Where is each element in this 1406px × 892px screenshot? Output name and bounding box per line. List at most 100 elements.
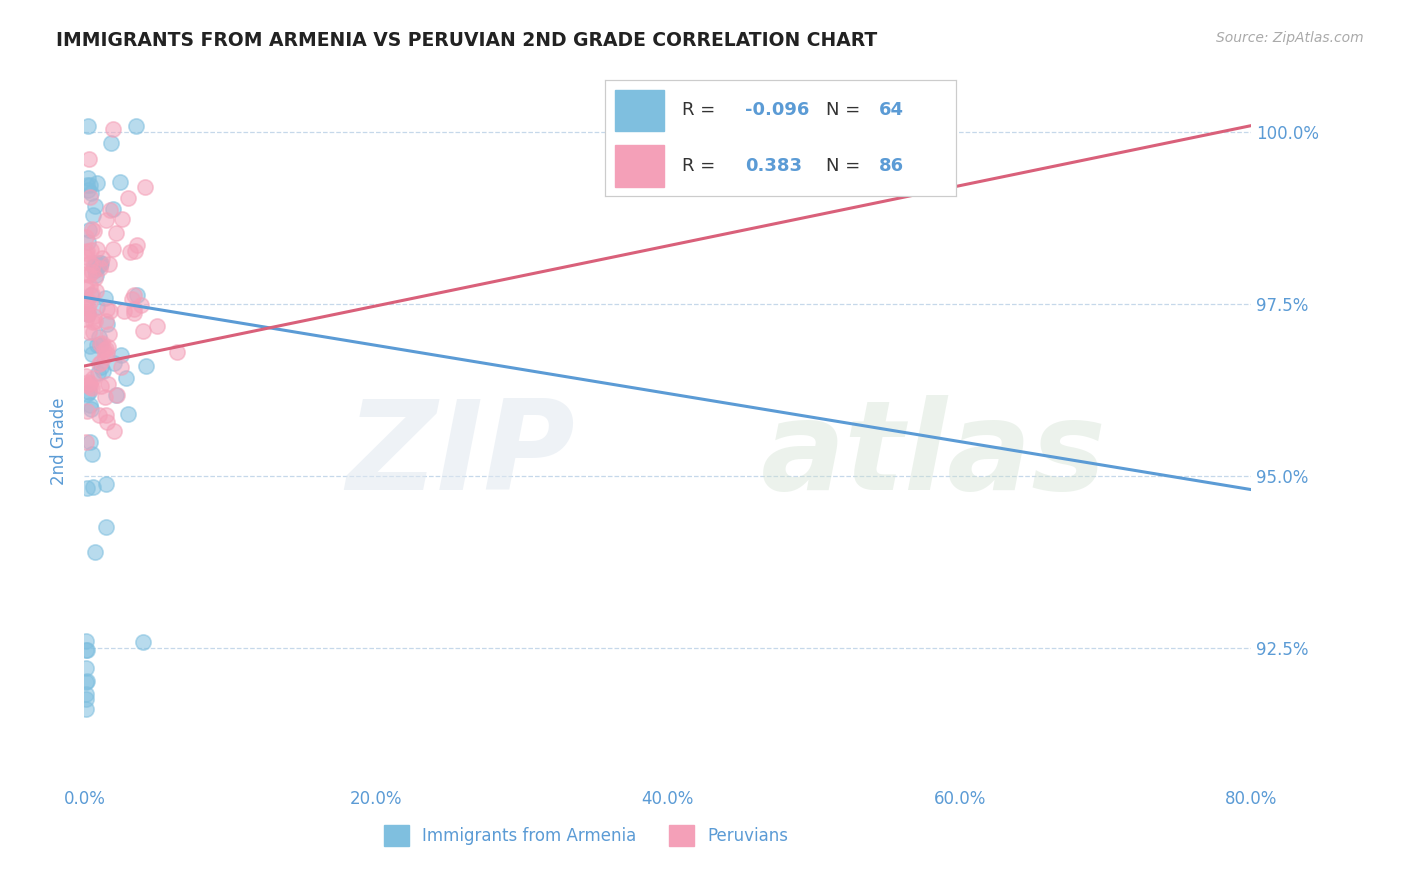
Point	[75, 633, 97, 648]
Point	[76, 301, 98, 315]
Point	[129, 298, 152, 312]
Point	[75, 675, 97, 690]
Point	[96, 317, 118, 331]
Text: atlas: atlas	[761, 395, 1107, 516]
Point	[125, 238, 148, 252]
Point	[89, 338, 111, 352]
Point	[75, 311, 97, 326]
Point	[80, 186, 103, 200]
Point	[90, 335, 112, 350]
Point	[89, 260, 111, 275]
Point	[100, 136, 122, 150]
Point	[93, 364, 115, 378]
Point	[87, 329, 110, 343]
Point	[134, 179, 156, 194]
Point	[103, 202, 125, 217]
Point	[77, 268, 100, 282]
Point	[86, 300, 108, 314]
Point	[80, 286, 103, 301]
Point	[86, 260, 108, 274]
Point	[124, 244, 146, 258]
Point	[79, 256, 101, 270]
Point	[77, 384, 100, 399]
Point	[90, 360, 112, 375]
Point	[146, 318, 169, 333]
Point	[121, 292, 143, 306]
Point	[80, 222, 103, 236]
Text: Source: ZipAtlas.com: Source: ZipAtlas.com	[1216, 31, 1364, 45]
Point	[83, 309, 105, 323]
Point	[89, 259, 111, 273]
Point	[103, 424, 125, 438]
Text: 64: 64	[879, 102, 904, 120]
Point	[80, 243, 103, 257]
Point	[98, 203, 121, 218]
Point	[108, 175, 131, 189]
Point	[77, 222, 100, 236]
Point	[86, 338, 108, 352]
Point	[103, 356, 125, 370]
Text: N =: N =	[827, 157, 866, 175]
Point	[77, 183, 100, 197]
Point	[93, 291, 115, 305]
Point	[110, 360, 132, 375]
Point	[94, 390, 117, 404]
Point	[84, 284, 107, 298]
Point	[79, 339, 101, 353]
Point	[94, 349, 117, 363]
Point	[82, 208, 104, 222]
Point	[80, 347, 103, 361]
Point	[98, 304, 121, 318]
Point	[166, 344, 188, 359]
Point	[75, 279, 97, 293]
Point	[87, 366, 110, 380]
Point	[132, 635, 155, 649]
Point	[75, 687, 97, 701]
Point	[87, 408, 110, 422]
Point	[94, 520, 117, 534]
FancyBboxPatch shape	[616, 89, 665, 131]
Text: R =: R =	[682, 102, 721, 120]
Point	[77, 153, 100, 167]
Point	[96, 342, 118, 356]
Point	[104, 388, 127, 402]
Point	[107, 387, 129, 401]
Point	[91, 251, 114, 265]
Point	[75, 245, 97, 260]
Point	[101, 122, 124, 136]
Point	[75, 267, 97, 281]
Point	[125, 288, 148, 302]
FancyBboxPatch shape	[616, 145, 665, 187]
Point	[101, 242, 124, 256]
Point	[117, 191, 139, 205]
Point	[75, 702, 97, 716]
Point	[132, 324, 155, 338]
Point	[75, 642, 97, 657]
Point	[75, 306, 97, 320]
Point	[82, 259, 104, 273]
Point	[82, 325, 104, 339]
Point	[90, 256, 112, 270]
Point	[124, 306, 146, 320]
Text: N =: N =	[827, 102, 866, 120]
Point	[80, 402, 103, 417]
Point	[83, 259, 105, 273]
Point	[97, 376, 120, 391]
Text: -0.096: -0.096	[745, 102, 810, 120]
Point	[117, 407, 139, 421]
Point	[77, 378, 100, 392]
Point	[110, 348, 132, 362]
Point	[89, 256, 111, 270]
Point	[86, 256, 108, 270]
Point	[83, 263, 105, 277]
Point	[110, 212, 132, 227]
Point	[97, 327, 120, 342]
Point	[79, 295, 101, 310]
Point	[75, 368, 97, 383]
Point	[82, 480, 104, 494]
Point	[104, 226, 127, 240]
Point	[76, 119, 98, 133]
Point	[98, 257, 121, 271]
Point	[93, 343, 115, 358]
Point	[82, 370, 104, 384]
